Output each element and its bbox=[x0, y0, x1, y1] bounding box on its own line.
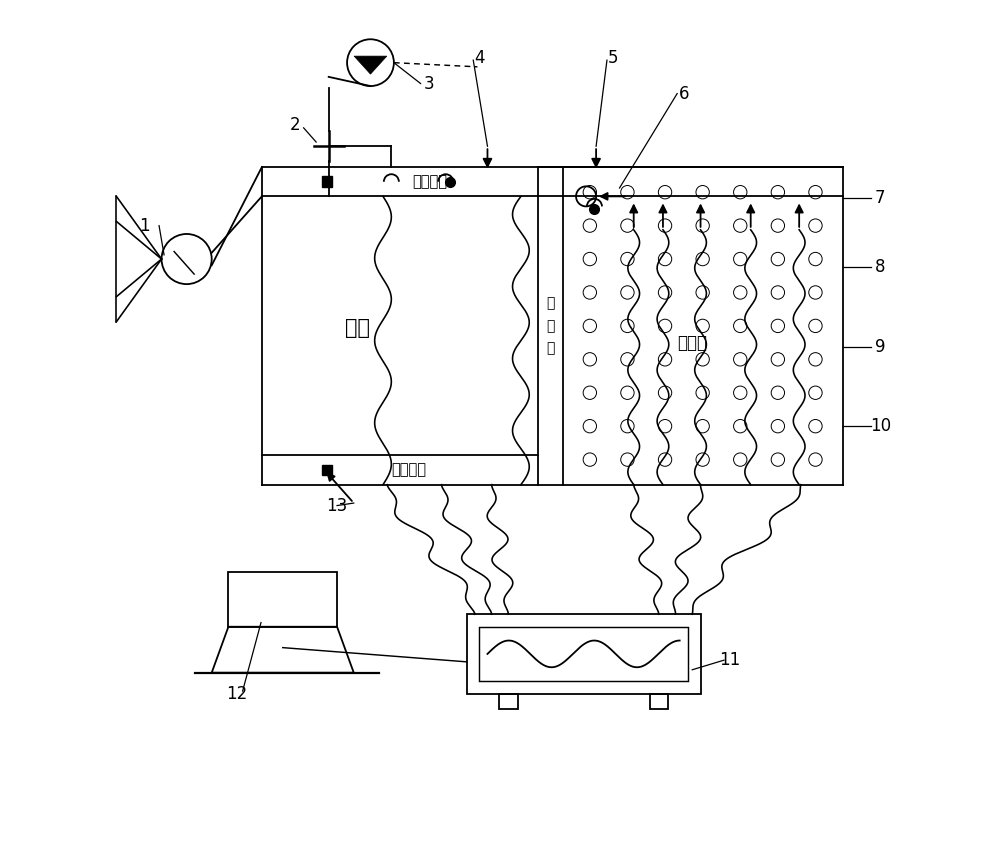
Text: 6: 6 bbox=[679, 85, 689, 104]
Text: 1: 1 bbox=[140, 217, 150, 235]
Bar bbox=[228, 572, 337, 627]
Polygon shape bbox=[354, 56, 387, 74]
Bar bbox=[322, 176, 332, 187]
Text: 煤层: 煤层 bbox=[345, 318, 370, 338]
Text: 13: 13 bbox=[326, 496, 348, 515]
Text: 4: 4 bbox=[474, 50, 484, 68]
Bar bbox=[499, 694, 518, 709]
Text: 工
作
面: 工 作 面 bbox=[546, 296, 554, 355]
Text: 5: 5 bbox=[608, 50, 618, 68]
Text: 10: 10 bbox=[870, 417, 891, 436]
Text: 进风巷道: 进风巷道 bbox=[391, 463, 426, 478]
Bar bbox=[467, 614, 701, 694]
Text: 3: 3 bbox=[424, 74, 434, 93]
Text: 2: 2 bbox=[290, 116, 301, 134]
Bar bbox=[322, 464, 332, 475]
Bar bbox=[479, 627, 688, 681]
Text: 8: 8 bbox=[875, 258, 885, 276]
Text: 12: 12 bbox=[226, 684, 247, 702]
Text: 9: 9 bbox=[875, 338, 885, 356]
Text: 回风巷道: 回风巷道 bbox=[412, 174, 447, 189]
Text: 采空区: 采空区 bbox=[677, 333, 707, 352]
Text: 11: 11 bbox=[719, 652, 740, 669]
Bar bbox=[650, 694, 668, 709]
Text: 7: 7 bbox=[875, 189, 885, 207]
